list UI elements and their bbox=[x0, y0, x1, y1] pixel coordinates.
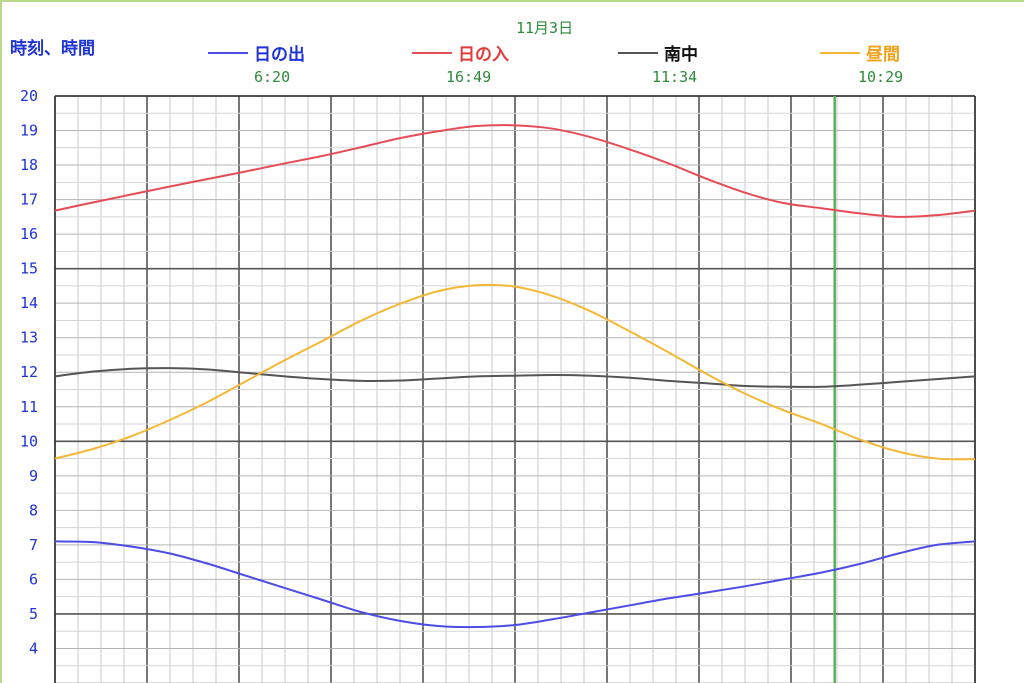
date-label: 11月3日 bbox=[516, 19, 574, 37]
y-tick-label: 5 bbox=[29, 605, 38, 623]
legend-label-culmination: 南中 bbox=[664, 45, 698, 65]
legend-swatch-culmination bbox=[618, 52, 658, 54]
y-tick-label: 10 bbox=[20, 432, 38, 450]
y-tick-label: 14 bbox=[20, 294, 38, 312]
sunrise-line bbox=[54, 540, 976, 629]
y-axis-title: 時刻、時間 bbox=[10, 39, 95, 59]
y-tick-label: 17 bbox=[20, 191, 38, 209]
y-tick-label: 4 bbox=[29, 639, 38, 657]
daytime-line bbox=[54, 283, 976, 461]
y-tick-label: 7 bbox=[29, 536, 38, 554]
y-tick-label: 18 bbox=[20, 156, 38, 174]
daytime-value: 10:29 bbox=[858, 68, 904, 86]
y-tick-label: 6 bbox=[29, 570, 38, 588]
legend-label-sunrise: 日の出 bbox=[254, 45, 305, 65]
y-tick-label: 8 bbox=[29, 501, 38, 519]
y-tick-label: 11 bbox=[20, 398, 38, 416]
legend-label-sunset: 日の入 bbox=[458, 45, 509, 65]
legend-swatch-daytime bbox=[820, 52, 860, 54]
legend-label-daytime: 昼間 bbox=[866, 45, 900, 65]
y-axis-ticks: 20 19 18 17 16 15 14 13 12 11 10 9 8 7 6 5 4 bbox=[20, 87, 38, 657]
series-lines bbox=[54, 124, 976, 629]
y-tick-label: 12 bbox=[20, 363, 38, 381]
frame-top-border bbox=[0, 0, 1024, 2]
y-tick-label: 15 bbox=[20, 260, 38, 278]
grid bbox=[54, 95, 976, 683]
y-tick-label: 13 bbox=[20, 329, 38, 347]
legend-swatch-sunrise bbox=[208, 52, 248, 54]
culmination-value: 11:34 bbox=[652, 68, 698, 86]
culmination-line bbox=[54, 367, 976, 388]
y-tick-label: 16 bbox=[20, 225, 38, 243]
sunset-line bbox=[54, 124, 976, 218]
frame-left-border bbox=[0, 0, 2, 683]
legend-swatch-sunset bbox=[412, 52, 452, 54]
y-tick-label: 9 bbox=[29, 467, 38, 485]
sunrise-value: 6:20 bbox=[254, 68, 291, 86]
y-tick-label: 19 bbox=[20, 122, 38, 140]
y-tick-label: 20 bbox=[20, 87, 38, 105]
sunset-value: 16:49 bbox=[446, 68, 492, 86]
